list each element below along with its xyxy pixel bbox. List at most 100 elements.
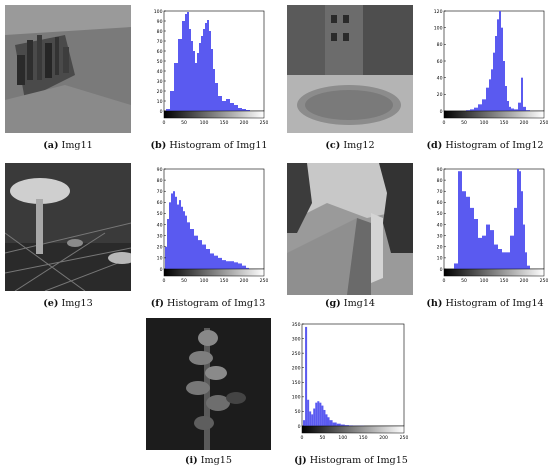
- histogram-bar: [166, 109, 170, 111]
- x-tick-label: 200: [240, 278, 249, 284]
- histogram-bar: [495, 36, 497, 111]
- histogram-bar: [498, 249, 502, 269]
- histogram-bar: [230, 261, 234, 269]
- y-tick-label: 20: [437, 92, 443, 98]
- x-tick-label: 50: [461, 120, 467, 126]
- y-tick-label: 120: [434, 9, 443, 15]
- caption-j: (j) Histogram of Img15: [294, 455, 408, 466]
- histogram-bar: [514, 109, 518, 111]
- photo-img14: [287, 163, 413, 295]
- histogram-bar: [482, 235, 486, 269]
- histogram-bar: [313, 408, 316, 426]
- x-tick-label: 50: [181, 278, 187, 284]
- photo-img15: [146, 318, 271, 450]
- histogram-bar: [321, 405, 324, 426]
- histogram-bar: [344, 425, 349, 426]
- y-tick-label: 40: [437, 75, 443, 81]
- histogram-bar: [491, 69, 493, 111]
- histogram-bar: [518, 102, 521, 111]
- histogram-bar: [206, 249, 210, 269]
- x-tick-label: 250: [260, 120, 268, 126]
- histogram-bar: [523, 106, 526, 111]
- histogram-bar: [315, 402, 318, 426]
- histogram-bar: [203, 29, 205, 111]
- histogram-bar: [178, 39, 182, 111]
- histogram-bar: [348, 425, 353, 426]
- y-tick-label: 80: [437, 178, 443, 184]
- x-tick-label: 100: [200, 278, 209, 284]
- histogram-bar: [466, 196, 470, 269]
- y-tick-label: 200: [292, 366, 301, 372]
- histogram-bar: [502, 252, 506, 269]
- caption-h: (h) Histogram of Img14: [426, 298, 544, 309]
- histogram-bar: [234, 105, 238, 111]
- y-tick-label: 90: [157, 19, 163, 25]
- histogram-bar: [478, 237, 482, 269]
- x-tick-label: 150: [500, 278, 509, 284]
- histogram-bar: [329, 420, 333, 426]
- histogram-bar: [514, 207, 517, 269]
- x-tick-label: 150: [220, 120, 229, 126]
- histogram-img13: 0 10 20 30 40 50 60 70 80 90 0 50 100 150 200 250: [150, 163, 268, 291]
- histogram-bar: [218, 257, 222, 269]
- y-tick-label: 20: [157, 245, 163, 251]
- x-tick-label: 100: [480, 278, 489, 284]
- y-tick-label: 0: [298, 424, 301, 430]
- histogram-bar: [526, 110, 530, 111]
- histogram-bar: [510, 235, 514, 269]
- histogram-bar: [205, 23, 207, 111]
- x-tick-label: 50: [319, 435, 325, 441]
- histogram-bar: [454, 263, 458, 269]
- x-tick-label: 0: [163, 278, 166, 284]
- histogram-bar: [521, 77, 523, 111]
- histogram-bar: [190, 229, 194, 269]
- histogram-bar: [207, 20, 209, 111]
- histogram-bar: [506, 252, 510, 269]
- histogram-bar: [215, 83, 218, 111]
- histogram-bar: [234, 262, 238, 269]
- y-tick-label: 60: [157, 49, 163, 55]
- y-tick-label: 20: [157, 89, 163, 95]
- histogram-bar: [332, 422, 337, 426]
- histogram-bar: [242, 265, 246, 269]
- histogram-bar: [517, 169, 519, 269]
- histogram-bar: [214, 255, 218, 269]
- histogram-bar: [174, 63, 178, 111]
- y-tick-label: 10: [437, 256, 443, 262]
- histogram-bar: [523, 224, 525, 269]
- histogram-bar: [458, 171, 462, 269]
- histogram-bar: [230, 103, 234, 111]
- y-tick-label: 30: [157, 79, 163, 85]
- x-tick-label: 100: [200, 120, 209, 126]
- caption-c: (c) Img12: [325, 140, 375, 151]
- histogram-bar: [201, 36, 203, 111]
- caption-i: (i) Img15: [184, 455, 233, 466]
- x-tick-label: 250: [540, 278, 548, 284]
- histogram-bar: [246, 267, 249, 269]
- y-tick-label: 100: [154, 9, 163, 15]
- histogram-bar: [187, 12, 189, 111]
- histogram-bar: [503, 61, 505, 111]
- x-tick-label: 0: [163, 120, 166, 126]
- caption-d: (d) Histogram of Img12: [426, 140, 544, 151]
- histogram-bar: [497, 19, 499, 112]
- y-tick-label: 40: [157, 222, 163, 228]
- histogram-bar: [198, 240, 202, 269]
- histogram-bar: [173, 191, 175, 269]
- histogram-img14: 0 10 20 30 40 50 60 70 80 90 0 50 100 150 200 250: [430, 163, 548, 291]
- histogram-bar: [202, 244, 206, 269]
- histogram-bar: [194, 235, 198, 269]
- histogram-img15: 0 50 100 150 200 250 300 350 0 50 100 150 200 250: [288, 318, 408, 448]
- y-tick-label: 60: [437, 59, 443, 65]
- histogram-bar: [199, 43, 201, 111]
- histogram-bar: [222, 260, 226, 269]
- histogram-bar: [218, 96, 222, 111]
- histogram-img11: 0 10 20 30 40 50 60 70 80 90 100 0 50 100 150 200 250: [150, 5, 268, 133]
- histogram-bar: [466, 110, 470, 111]
- y-tick-label: 80: [157, 178, 163, 184]
- x-tick-label: 200: [379, 435, 388, 441]
- histogram-bar: [226, 261, 230, 269]
- histogram-bar: [501, 27, 503, 112]
- x-tick-label: 250: [540, 120, 548, 126]
- histogram-bar: [191, 41, 193, 111]
